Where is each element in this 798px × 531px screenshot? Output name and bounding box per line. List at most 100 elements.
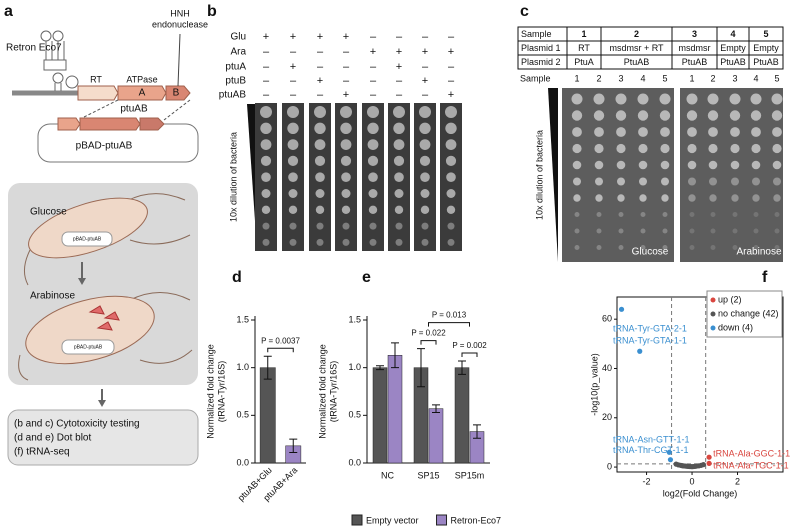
y-tick-label: 0.5 xyxy=(236,410,249,420)
colony-spot xyxy=(316,222,324,230)
colony-spot xyxy=(342,238,350,246)
sign: – xyxy=(343,61,350,73)
table-border xyxy=(517,26,784,70)
colony-spot xyxy=(340,155,352,166)
colony-spot xyxy=(750,110,762,121)
colony-spot xyxy=(753,245,759,250)
sample-number: 3 xyxy=(618,73,623,83)
colony-spot xyxy=(421,222,429,230)
sign: – xyxy=(448,61,455,73)
point-label: tRNA-Tyr-GTA-2-1 xyxy=(613,324,687,334)
colony-spot xyxy=(617,194,625,202)
y-tick-label: 40 xyxy=(602,363,612,373)
colony-spot xyxy=(707,110,719,121)
row-label: ptuAB xyxy=(219,90,247,101)
sign: + xyxy=(448,89,454,101)
colony-spot xyxy=(687,160,697,170)
colony-spot xyxy=(594,160,604,170)
sign: – xyxy=(370,31,377,43)
colony-spot xyxy=(261,189,271,198)
error-bar xyxy=(417,348,425,388)
colony-spot xyxy=(774,212,780,217)
colony-spot xyxy=(709,177,717,186)
row-label: Ara xyxy=(230,47,246,58)
colony-spot xyxy=(314,155,326,166)
panel-label: c xyxy=(520,3,529,20)
colony-spot xyxy=(662,245,668,250)
table-cell: Plasmid 2 xyxy=(521,57,561,67)
table-cell: msdmsr xyxy=(679,43,711,53)
colony-spot xyxy=(753,212,759,217)
table-cell: 1 xyxy=(581,29,586,39)
colony-spot xyxy=(288,205,298,214)
legend-label: no change (42) xyxy=(718,308,779,318)
y-tick-label: 0.5 xyxy=(348,410,361,420)
error-bar xyxy=(391,342,399,369)
colony-spot xyxy=(660,160,670,170)
colony-spot xyxy=(262,222,270,230)
table-cell: 2 xyxy=(634,29,639,39)
colony-spot xyxy=(368,205,378,214)
colony-spot xyxy=(707,93,719,105)
table-cell: 4 xyxy=(730,29,735,39)
colony-spot xyxy=(710,212,716,217)
panel-label: a xyxy=(4,3,13,20)
colony-spot xyxy=(708,160,718,170)
colony-spot xyxy=(446,189,456,198)
significance-bracket xyxy=(428,322,470,327)
sign: – xyxy=(343,46,350,58)
data-point xyxy=(667,457,674,463)
panel-label: f xyxy=(762,269,768,286)
colony-spot xyxy=(595,194,603,202)
error-bar xyxy=(458,360,466,375)
colony-spot xyxy=(729,93,741,105)
colony-spot xyxy=(751,160,761,170)
domain-label: A xyxy=(139,88,146,99)
condition-label: Glucose xyxy=(30,207,67,218)
dilution-wedge xyxy=(247,104,257,250)
y-axis-label: -log10(p_value) xyxy=(589,353,599,416)
x-tick-label: 2 xyxy=(735,476,740,486)
colony-spot xyxy=(662,228,668,234)
point-label: tRNA-Thr-CGT-1-1 xyxy=(613,445,689,455)
x-axis-label: log2(Fold Change) xyxy=(663,488,738,498)
gene-label: HNH xyxy=(170,8,190,18)
colony-spot xyxy=(752,177,760,186)
bar xyxy=(428,408,444,464)
colony-spot xyxy=(618,212,624,217)
retron-diagram xyxy=(7,30,199,466)
colony-spot xyxy=(316,238,324,246)
colony-spot xyxy=(574,245,580,250)
colony-spot xyxy=(618,245,624,250)
colony-spot xyxy=(771,93,783,105)
data-point xyxy=(637,348,643,354)
y-tick-label: 1.0 xyxy=(348,362,361,372)
colony-spot xyxy=(341,205,351,214)
legend-box xyxy=(706,290,783,338)
legend-label: down (4) xyxy=(718,322,753,332)
table-cell: RT xyxy=(578,43,590,53)
data-point xyxy=(706,454,712,460)
panel-label: b xyxy=(207,3,217,20)
colony-spot xyxy=(571,110,583,121)
colony-spot xyxy=(446,172,456,182)
bar xyxy=(259,367,276,464)
colony-spot xyxy=(395,238,403,246)
colony-spot xyxy=(593,110,605,121)
colony-spot xyxy=(368,189,378,198)
sign: + xyxy=(343,89,349,101)
x-tick-label: -2 xyxy=(643,476,651,486)
plate-label: Glucose xyxy=(632,247,669,258)
plasmid-label: pBAD-ptuAB xyxy=(73,236,102,242)
sign: + xyxy=(343,31,349,43)
colony-spot xyxy=(445,139,457,151)
point-label: tRNA-Tyr-GTA-1-1 xyxy=(613,336,687,346)
legend-marker xyxy=(710,297,716,303)
sample-label: Sample xyxy=(520,73,551,83)
condition-label: Arabinose xyxy=(30,291,75,302)
colony-spot xyxy=(616,160,626,170)
x-tick-label: SP15m xyxy=(455,470,485,480)
sign: – xyxy=(396,89,403,101)
colony-spot xyxy=(393,155,405,166)
colony-spot xyxy=(637,110,649,121)
